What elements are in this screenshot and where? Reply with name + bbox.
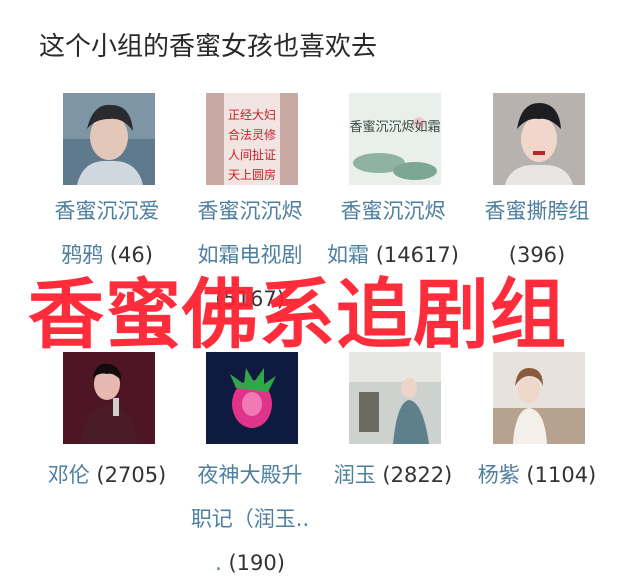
group-count-2: (5167) — [215, 287, 285, 311]
group-avatar-1[interactable] — [63, 93, 155, 185]
group-name-3b[interactable]: 如霜 — [327, 243, 370, 267]
overlay-watermark-text: 香蜜佛系追剧组 — [28, 270, 567, 359]
group-name-1a[interactable]: 香蜜沉沉爱 — [54, 199, 160, 223]
group-count-4: (396) — [508, 243, 566, 267]
poster-text-2: 合法灵修 — [228, 127, 276, 142]
group-count-5: (2705) — [96, 463, 167, 487]
group-name-7[interactable]: 润玉 — [333, 463, 376, 487]
group-count-7: (2822) — [382, 463, 453, 487]
group-name-3a[interactable]: 香蜜沉沉烬 — [340, 199, 446, 223]
group-avatar-3[interactable]: 香蜜沉沉烬如霜 — [349, 93, 441, 185]
group-avatar-6[interactable] — [206, 352, 298, 444]
group-count-6: (190) — [228, 551, 285, 575]
group-name-6c[interactable]: . — [215, 551, 222, 575]
group-avatar-7[interactable] — [349, 352, 441, 444]
poster-text-4: 天上圆房 — [228, 167, 276, 182]
group-name-4[interactable]: 香蜜撕胯组 — [484, 199, 590, 223]
group-name-2a[interactable]: 香蜜沉沉烬 — [197, 199, 303, 223]
poster-text-3: 人间扯证 — [228, 147, 276, 162]
group-name-6b[interactable]: 职记（润玉.. — [190, 507, 310, 531]
poster-text-1: 正经大妇 — [228, 108, 276, 122]
group-name-6a[interactable]: 夜神大殿升 — [197, 463, 303, 487]
group-count-3: (14617) — [375, 243, 459, 267]
group-name-5[interactable]: 邓伦 — [47, 463, 90, 487]
group-name-1b[interactable]: 鸦鸦 — [61, 243, 104, 267]
group-count-8: (1104) — [526, 463, 597, 487]
group-avatar-4[interactable] — [493, 93, 585, 185]
group-avatar-2[interactable]: 正经大妇 合法灵修 人间扯证 天上圆房 — [206, 93, 298, 185]
group-avatar-8[interactable] — [493, 352, 585, 444]
section-heading: 这个小组的香蜜女孩也喜欢去 — [39, 32, 378, 62]
group-count-1: (46) — [109, 243, 153, 267]
poster3-title: 香蜜沉沉烬如霜 — [349, 119, 440, 135]
group-name-2b[interactable]: 如霜电视剧 — [197, 243, 303, 267]
group-name-8[interactable]: 杨紫 — [477, 463, 520, 487]
group-avatar-5[interactable] — [63, 352, 155, 444]
